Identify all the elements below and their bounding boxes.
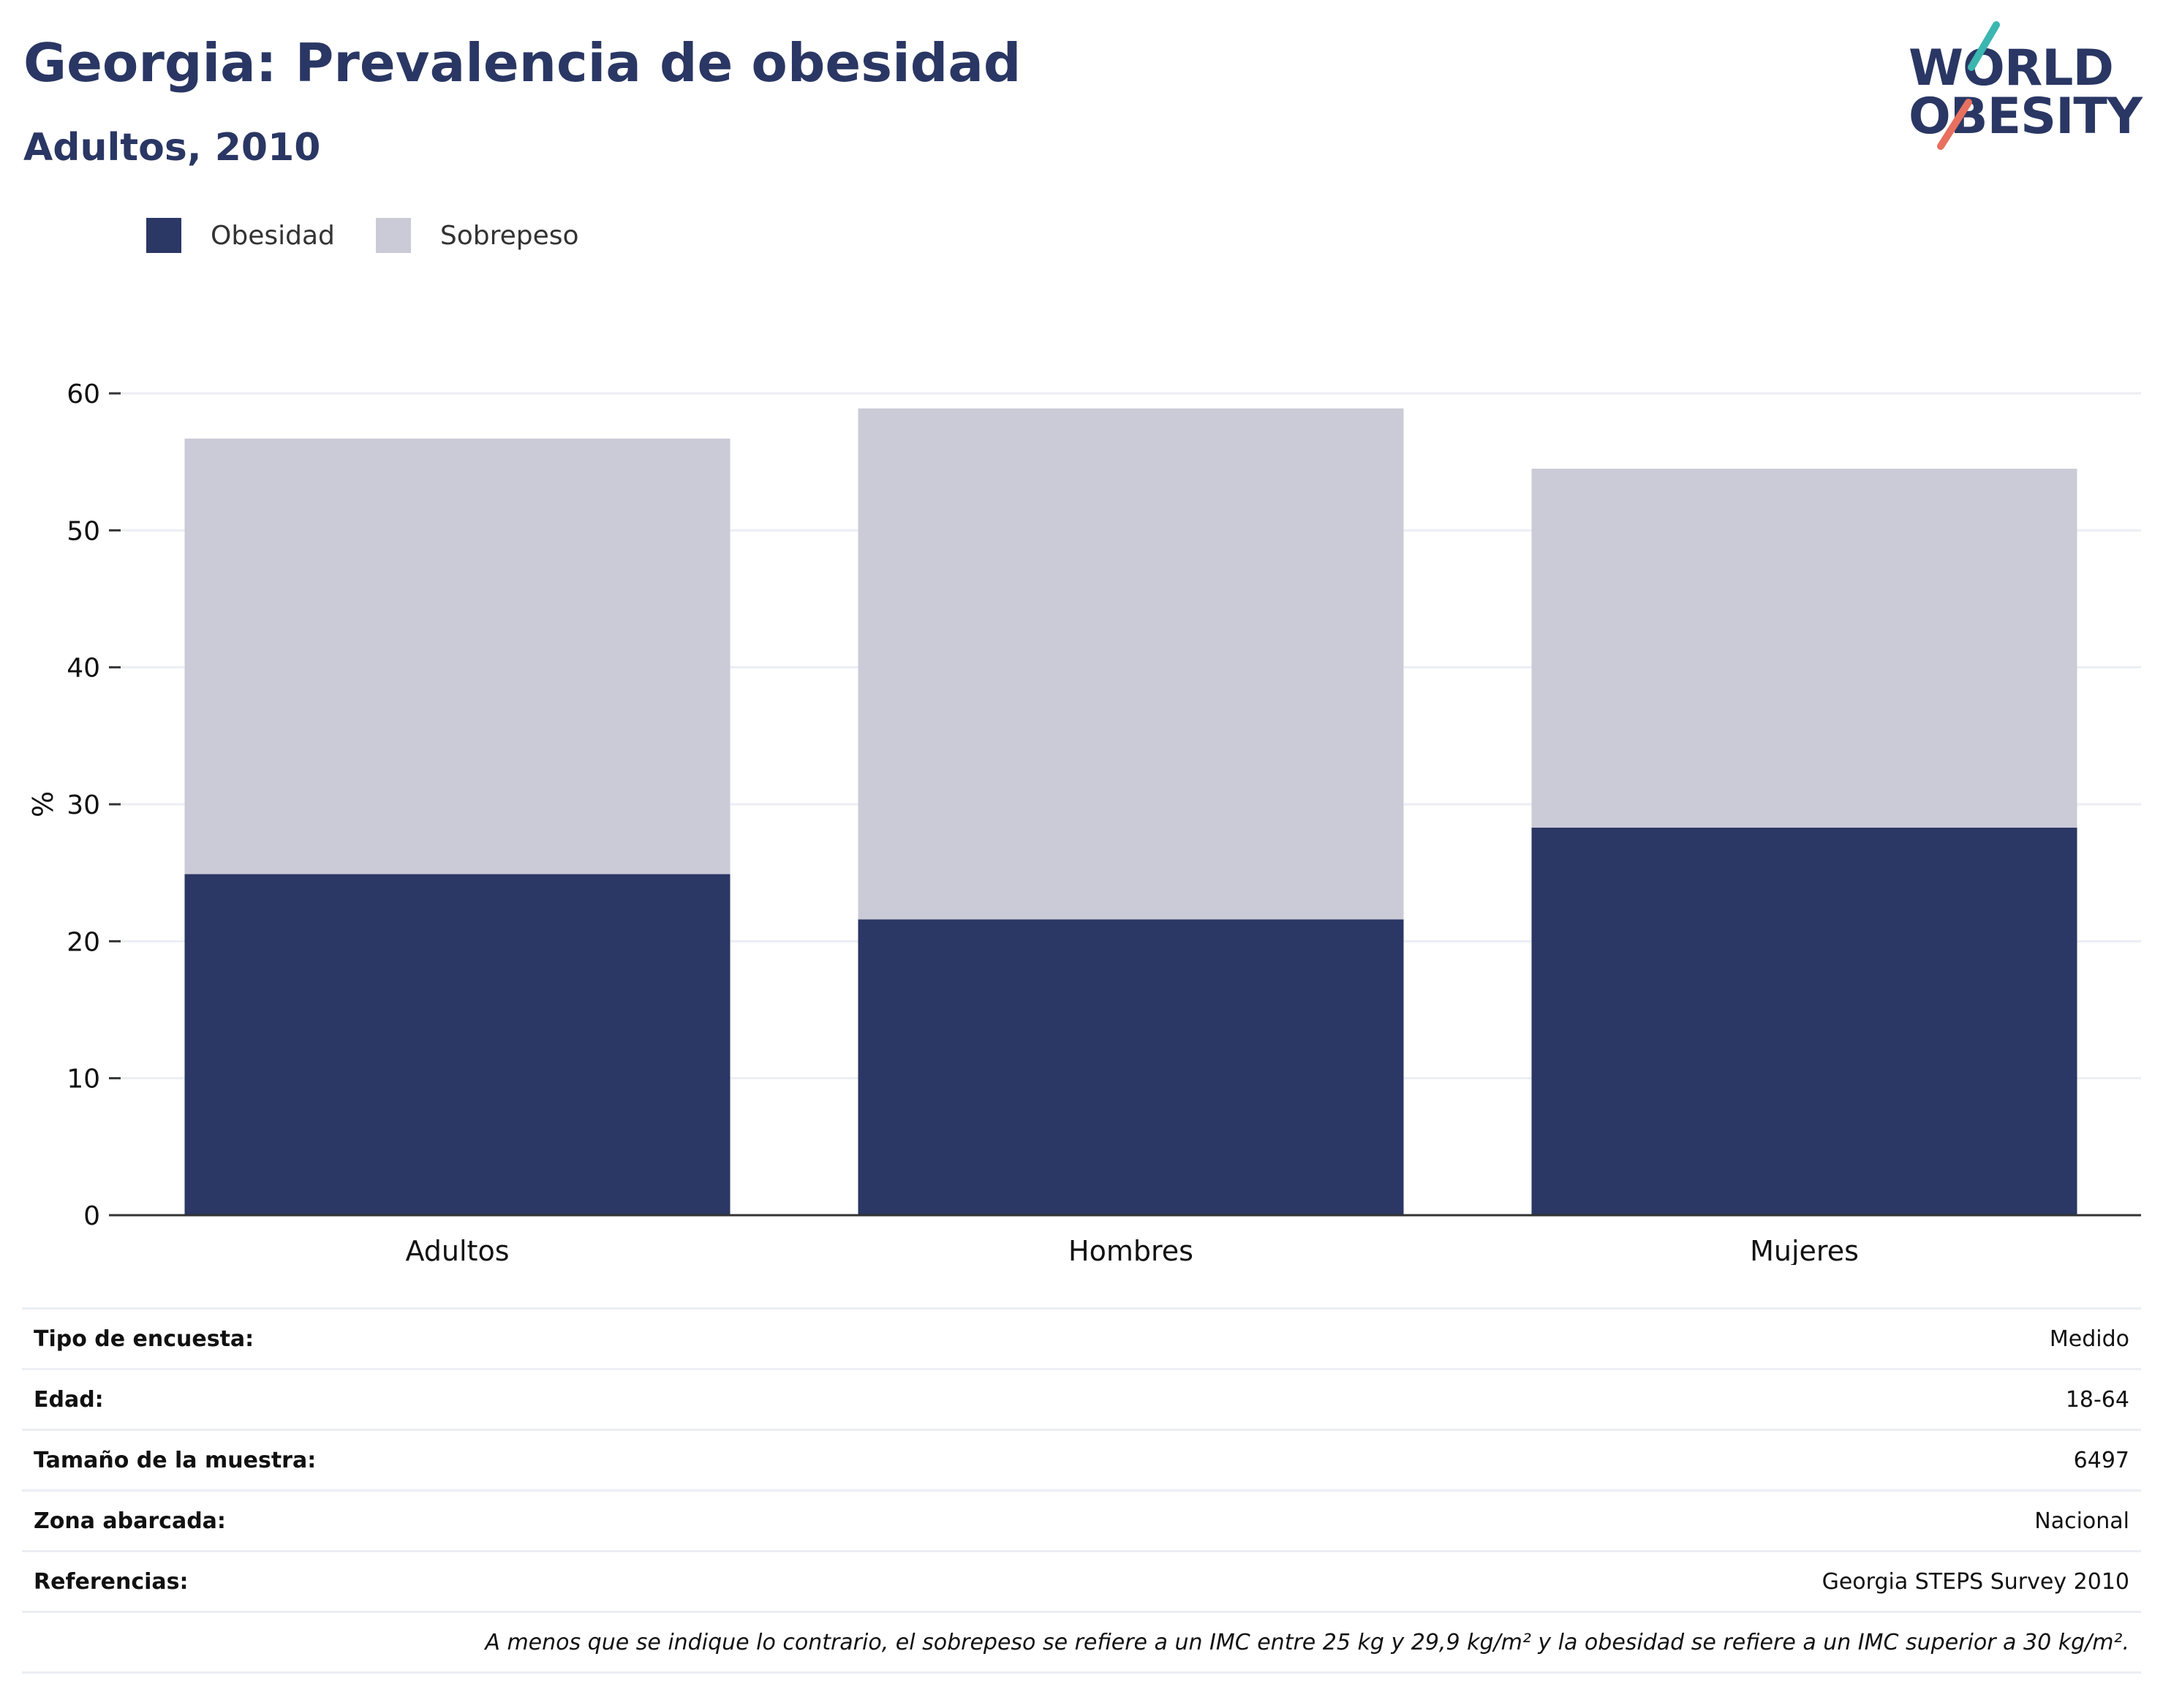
bar-chart: 0 10 20 30 40 50 60% Adultos Hombres Mujeres: [27, 379, 2141, 1265]
y-tick-label: 10: [67, 1065, 100, 1095]
legend-label-obesidad: Obesidad: [211, 220, 335, 251]
y-axis-label: %: [27, 791, 59, 817]
y-tick-label: 60: [67, 379, 100, 409]
logo-slash-icon: [1937, 21, 2000, 150]
legend-item-obesidad[interactable]: Obesidad: [146, 218, 335, 253]
meta-label: Tipo de encuesta:: [34, 1326, 254, 1352]
meta-label: Tamaño de la muestra:: [34, 1447, 317, 1473]
meta-row-references: Referencias: Georgia STEPS Survey 2010: [22, 1552, 2141, 1613]
chart-subtitle: Adultos, 2010: [23, 126, 321, 170]
legend-label-sobrepeso: Sobrepeso: [439, 220, 579, 251]
x-tick-label: Mujeres: [1750, 1235, 1859, 1265]
chart-legend: Obesidad Sobrepeso: [146, 218, 620, 253]
meta-value: Medido: [2049, 1326, 2129, 1352]
x-tick-label: Adultos: [405, 1235, 509, 1265]
legend-swatch-obesidad: [146, 218, 181, 253]
meta-row-area: Zona abarcada: Nacional: [22, 1492, 2141, 1552]
chart-title: Georgia: Prevalencia de obesidad: [23, 32, 1022, 94]
meta-value: 6497: [2073, 1447, 2129, 1473]
legend-swatch-sobrepeso: [375, 218, 411, 253]
bar-obesidad-mujeres: [1531, 827, 2077, 1215]
bar-obesidad-hombres: [858, 919, 1404, 1215]
meta-value: 18-64: [2065, 1386, 2129, 1413]
world-obesity-logo: WORLD OBESITY: [1901, 20, 2150, 152]
bar-sobrepeso-hombres: [858, 408, 1404, 920]
meta-value: Georgia STEPS Survey 2010: [1822, 1568, 2129, 1595]
meta-row-sample-size: Tamaño de la muestra: 6497: [22, 1431, 2141, 1492]
definition-footnote: A menos que se indique lo contrario, el …: [22, 1613, 2141, 1674]
meta-value: Nacional: [2034, 1508, 2129, 1534]
logo-text-line1: WORLD: [1909, 39, 2114, 97]
bar-sobrepeso-mujeres: [1531, 469, 2077, 828]
survey-info-table: Tipo de encuesta: Medido Edad: 18-64 Tam…: [22, 1307, 2141, 1674]
bar-obesidad-adultos: [184, 874, 731, 1215]
legend-item-sobrepeso[interactable]: Sobrepeso: [375, 218, 579, 253]
y-tick-label: 20: [67, 927, 100, 957]
meta-label: Referencias:: [34, 1568, 189, 1595]
meta-row-survey-type: Tipo de encuesta: Medido: [22, 1310, 2141, 1370]
x-tick-label: Hombres: [1068, 1235, 1193, 1265]
meta-row-age: Edad: 18-64: [22, 1370, 2141, 1431]
meta-label: Zona abarcada:: [34, 1508, 226, 1534]
y-tick-label: 30: [67, 790, 100, 820]
meta-label: Edad:: [34, 1386, 104, 1413]
bar-sobrepeso-adultos: [184, 438, 731, 874]
y-tick-label: 40: [67, 654, 100, 684]
y-tick-label: 0: [83, 1201, 100, 1231]
y-tick-label: 50: [67, 516, 100, 546]
